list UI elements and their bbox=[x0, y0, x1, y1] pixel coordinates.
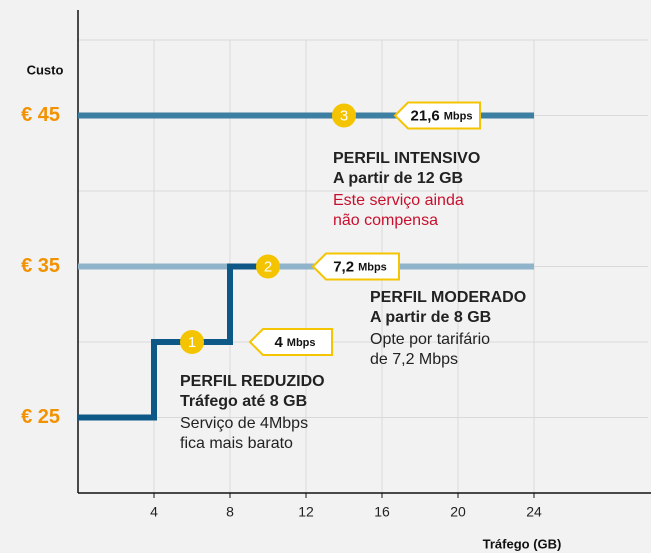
annotation-text: Serviço de 4Mbps bbox=[180, 415, 308, 432]
x-tick-label: 20 bbox=[450, 504, 466, 520]
annotation: PERFIL INTENSIVO A partir de 12 GB Este … bbox=[333, 150, 480, 229]
callout-label: 4 Mbps bbox=[274, 334, 315, 351]
annotation-subtitle: A partir de 12 GB bbox=[333, 170, 463, 187]
x-tick-label: 12 bbox=[298, 504, 314, 520]
annotation: PERFIL MODERADO A partir de 8 GB Opte po… bbox=[370, 289, 526, 368]
annotation-title: PERFIL INTENSIVO bbox=[333, 150, 480, 167]
annotation-text: Este serviço ainda bbox=[333, 192, 464, 209]
annotation-text: Opte por tarifário bbox=[370, 331, 490, 348]
callout bbox=[248, 328, 333, 356]
callout bbox=[393, 101, 481, 130]
annotation-text: de 7,2 Mbps bbox=[370, 351, 458, 368]
speed: 21,6 bbox=[411, 107, 440, 124]
marker-label: 1 bbox=[188, 334, 196, 351]
callout bbox=[311, 252, 400, 281]
annotation-text: fica mais barato bbox=[180, 435, 293, 452]
annotation-subtitle: Tráfego até 8 GB bbox=[180, 393, 307, 410]
x-tick-label: 8 bbox=[226, 504, 234, 520]
marker bbox=[180, 330, 204, 354]
annotation-title: PERFIL REDUZIDO bbox=[180, 373, 325, 390]
unit: Mbps bbox=[444, 110, 473, 122]
y-tick-label: € 25 bbox=[21, 406, 60, 428]
speed: 4 bbox=[274, 334, 283, 351]
annotation-text: não compensa bbox=[333, 212, 438, 229]
y-tick-label: € 45 bbox=[21, 104, 60, 126]
callout-label: 7,2 Mbps bbox=[333, 258, 387, 275]
x-tick-label: 24 bbox=[526, 504, 542, 520]
unit: Mbps bbox=[358, 261, 387, 273]
callout-label: 21,6 Mbps bbox=[411, 107, 473, 124]
y-axis-label: Custo bbox=[27, 62, 64, 77]
marker-label: 3 bbox=[340, 107, 348, 124]
annotation-title: PERFIL MODERADO bbox=[370, 289, 526, 306]
marker bbox=[256, 254, 280, 279]
x-axis-label: Tráfego (GB) bbox=[483, 536, 562, 551]
x-tick-label: 16 bbox=[374, 504, 390, 520]
marker bbox=[332, 103, 356, 128]
y-tick-label: € 35 bbox=[21, 255, 60, 277]
x-tick-label: 4 bbox=[150, 504, 158, 520]
unit: Mbps bbox=[287, 337, 316, 349]
speed: 7,2 bbox=[333, 258, 354, 275]
annotation: PERFIL REDUZIDO Tráfego até 8 GB Serviço… bbox=[180, 373, 325, 452]
annotation-subtitle: A partir de 8 GB bbox=[370, 309, 491, 326]
marker-label: 2 bbox=[264, 258, 272, 275]
